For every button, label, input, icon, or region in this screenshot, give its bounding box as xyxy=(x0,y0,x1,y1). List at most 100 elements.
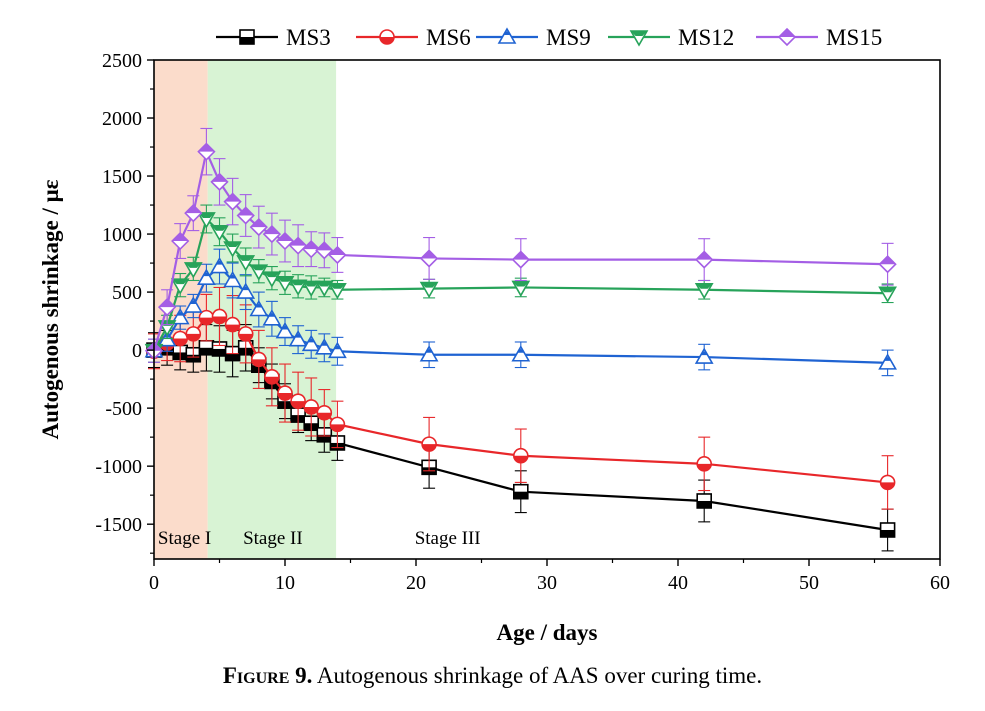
data-point xyxy=(236,255,256,272)
legend: MS3 MS6 MS9 MS12 MS15 xyxy=(216,25,882,50)
x-tick-label: 30 xyxy=(537,572,557,594)
marker-fill xyxy=(696,251,713,260)
marker-fill xyxy=(329,246,346,255)
marker-fill xyxy=(198,212,215,218)
marker-fill xyxy=(700,351,709,356)
marker-fill xyxy=(330,424,345,432)
marker-fill xyxy=(224,193,241,202)
marker-outline xyxy=(419,345,439,362)
data-point xyxy=(210,224,229,242)
data-point xyxy=(236,282,256,299)
marker-fill xyxy=(333,345,342,350)
y-tick-label: 2000 xyxy=(102,108,142,130)
marker-fill xyxy=(779,29,795,37)
data-point xyxy=(275,276,295,293)
marker-fill xyxy=(291,401,306,409)
marker-fill xyxy=(225,324,240,332)
marker-fill xyxy=(303,281,320,287)
data-point xyxy=(879,522,896,538)
marker-fill xyxy=(238,333,253,341)
data-point xyxy=(197,142,216,161)
legend-item-ms3: MS3 xyxy=(216,25,331,50)
data-point xyxy=(328,341,347,359)
legend-label: MS12 xyxy=(678,25,734,50)
data-point xyxy=(290,393,306,409)
marker-fill xyxy=(237,255,254,261)
data-point xyxy=(223,241,242,258)
data-point xyxy=(302,240,321,259)
marker-outline xyxy=(511,345,531,362)
data-point xyxy=(694,347,714,364)
marker-outline xyxy=(262,309,282,326)
marker-fill xyxy=(225,353,240,361)
legend-label: MS9 xyxy=(546,25,591,50)
legend-marker xyxy=(777,27,797,47)
marker-fill xyxy=(879,287,896,293)
marker-outline xyxy=(210,256,229,274)
marker-fill xyxy=(329,283,346,289)
marker-fill xyxy=(883,356,892,361)
marker-fill xyxy=(267,312,276,317)
data-point xyxy=(419,249,439,268)
data-point xyxy=(301,334,321,352)
marker-fill xyxy=(422,444,437,452)
legend-item-ms15: MS15 xyxy=(756,25,882,50)
marker-fill xyxy=(294,333,303,338)
data-point xyxy=(275,321,295,339)
marker-fill xyxy=(277,233,293,242)
marker-fill xyxy=(513,491,528,499)
legend-label: MS3 xyxy=(286,25,331,50)
marker-fill xyxy=(251,359,266,367)
stage-label: Stage I xyxy=(158,528,211,549)
marker-fill xyxy=(281,325,289,330)
data-point xyxy=(250,351,267,368)
marker-fill xyxy=(211,225,228,231)
data-point xyxy=(210,172,229,191)
data-point xyxy=(224,316,241,333)
data-point xyxy=(262,309,282,326)
data-point xyxy=(198,339,215,356)
marker-fill xyxy=(186,333,201,341)
data-point xyxy=(511,280,531,298)
legend-item-ms9: MS9 xyxy=(476,25,591,50)
marker-fill xyxy=(237,207,254,216)
data-point xyxy=(223,270,242,288)
marker-outline xyxy=(694,347,714,364)
data-point xyxy=(512,483,529,500)
data-point xyxy=(315,241,334,260)
data-point xyxy=(879,474,896,491)
marker-fill xyxy=(880,482,895,490)
marker-fill xyxy=(380,37,394,44)
marker-fill xyxy=(202,272,211,277)
caption-text: Autogenous shrinkage of AAS over curing … xyxy=(316,663,763,688)
marker-fill xyxy=(199,347,214,355)
stage-labels: Stage I Stage II Stage III xyxy=(158,528,481,549)
data-point xyxy=(288,279,308,296)
data-point xyxy=(157,298,177,317)
marker-fill xyxy=(316,281,333,287)
marker-outline xyxy=(328,341,347,359)
marker-fill xyxy=(425,348,434,353)
data-point xyxy=(511,345,531,362)
data-point xyxy=(511,250,530,269)
marker-fill xyxy=(215,260,224,265)
x-tick-label: 50 xyxy=(799,572,819,594)
data-point xyxy=(512,447,529,464)
marker-fill xyxy=(421,282,438,288)
marker-fill xyxy=(631,31,647,36)
data-point xyxy=(262,224,282,244)
marker-fill xyxy=(212,348,227,356)
data-point xyxy=(249,264,269,281)
y-tick-label: 0 xyxy=(132,340,142,362)
data-point xyxy=(419,281,439,299)
legend-marker xyxy=(629,30,649,47)
marker-fill xyxy=(307,338,316,343)
marker-fill xyxy=(254,303,263,308)
y-tick-label: 2500 xyxy=(102,50,142,72)
chart-svg: Stage I Stage II Stage III 0 10 20 30 40 50 60 -1… xyxy=(38,25,950,645)
marker-fill xyxy=(278,393,292,401)
marker-fill xyxy=(250,265,267,271)
data-point xyxy=(172,330,188,347)
marker-fill xyxy=(317,434,332,442)
